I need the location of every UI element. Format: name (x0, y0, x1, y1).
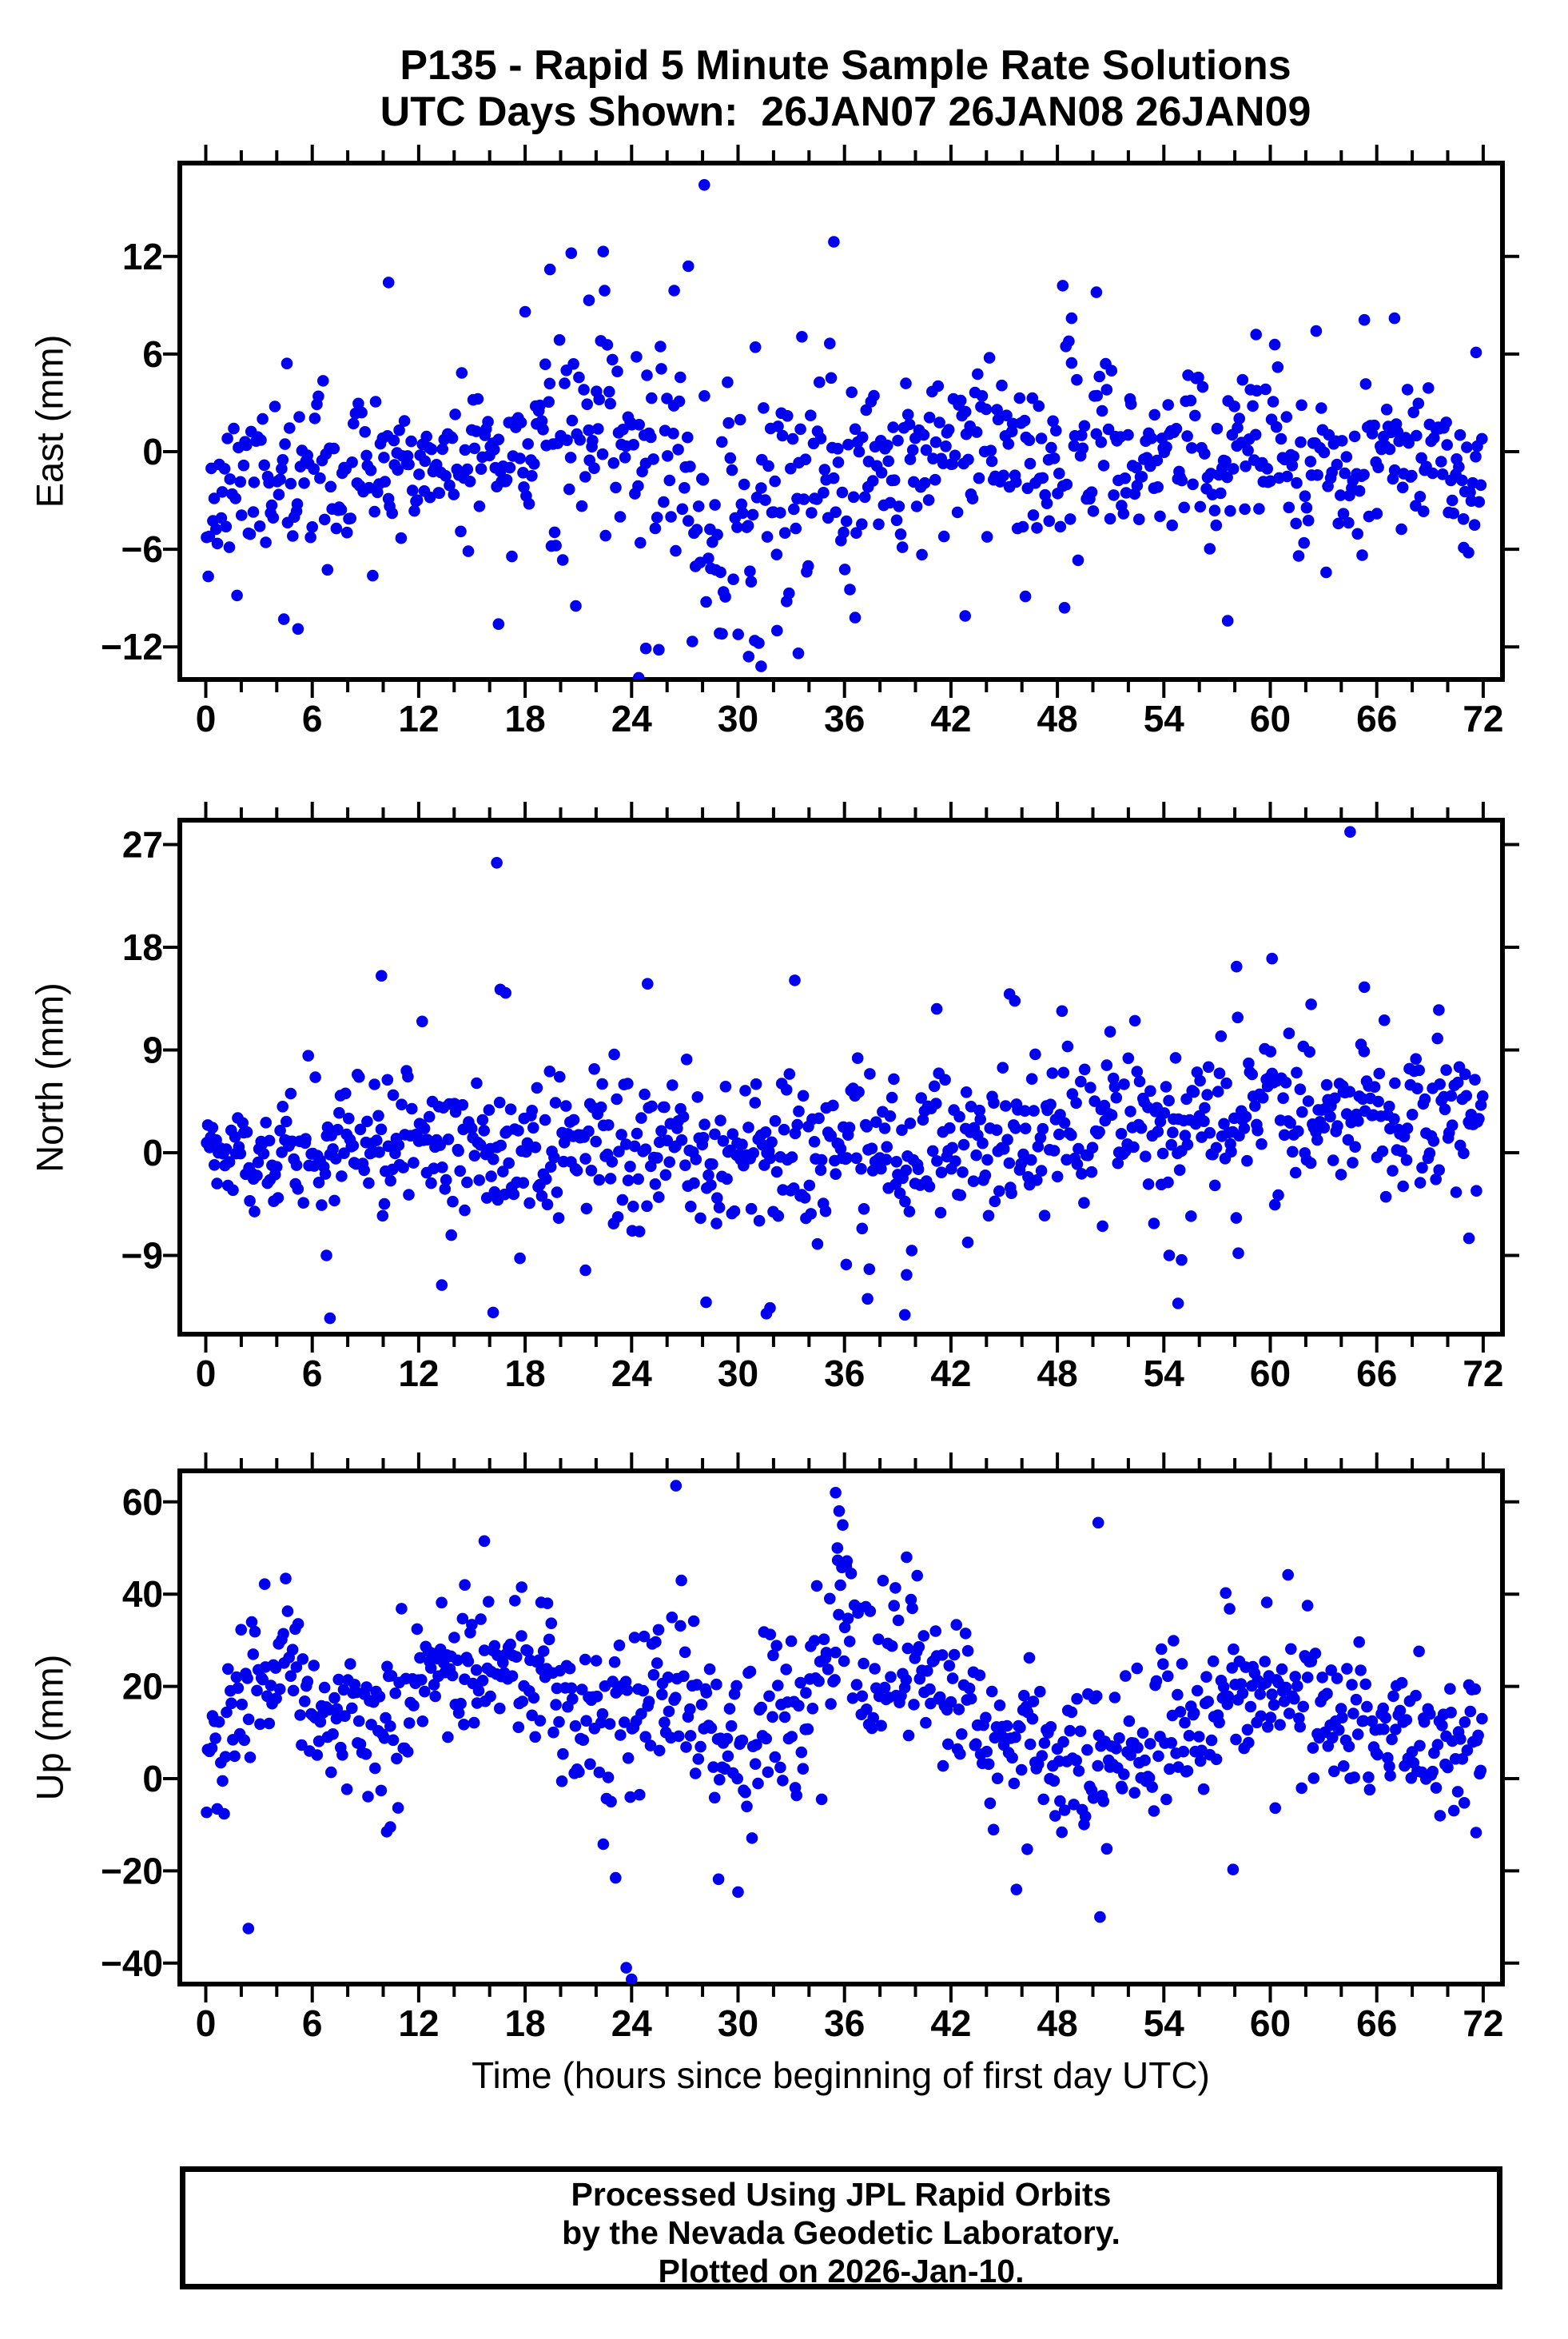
svg-text:24: 24 (611, 2002, 653, 2044)
svg-text:42: 42 (930, 2002, 971, 2044)
svg-text:30: 30 (718, 1353, 758, 1394)
svg-text:36: 36 (824, 698, 865, 739)
svg-text:30: 30 (718, 698, 758, 739)
svg-text:−40: −40 (101, 1943, 163, 1984)
svg-text:54: 54 (1144, 2002, 1185, 2044)
svg-text:0: 0 (142, 1758, 163, 1799)
up-axis-label: Up (mm) (28, 1654, 71, 1801)
svg-text:6: 6 (302, 698, 323, 739)
svg-text:48: 48 (1037, 1353, 1078, 1394)
svg-text:42: 42 (930, 698, 971, 739)
svg-text:18: 18 (505, 1353, 546, 1394)
svg-text:6: 6 (302, 2002, 323, 2044)
svg-text:48: 48 (1037, 698, 1078, 739)
svg-text:−20: −20 (101, 1850, 163, 1891)
svg-text:72: 72 (1463, 698, 1503, 739)
footer-line-3: Plotted on 2026-Jan-10. (658, 2253, 1025, 2289)
svg-text:27: 27 (122, 823, 163, 865)
svg-text:−9: −9 (121, 1235, 163, 1277)
svg-text:30: 30 (718, 2002, 758, 2044)
footer-line-1: Processed Using JPL Rapid Orbits (571, 2176, 1112, 2213)
svg-text:12: 12 (398, 698, 439, 739)
svg-text:40: 40 (122, 1573, 163, 1615)
svg-text:60: 60 (1250, 698, 1291, 739)
page-title: P135 - Rapid 5 Minute Sample Rate Soluti… (400, 42, 1291, 89)
svg-text:0: 0 (142, 431, 163, 472)
svg-text:6: 6 (142, 333, 163, 375)
svg-text:−12: −12 (101, 626, 163, 667)
svg-text:72: 72 (1463, 1353, 1503, 1394)
svg-text:36: 36 (824, 2002, 865, 2044)
svg-text:18: 18 (505, 698, 546, 739)
page-subtitle: UTC Days Shown: 26JAN07 26JAN08 26JAN09 (380, 89, 1311, 135)
svg-text:54: 54 (1144, 698, 1185, 739)
svg-text:42: 42 (930, 1353, 971, 1394)
svg-text:60: 60 (1250, 1353, 1291, 1394)
svg-text:66: 66 (1356, 1353, 1397, 1394)
svg-text:0: 0 (196, 698, 217, 739)
svg-text:54: 54 (1144, 1353, 1185, 1394)
svg-text:60: 60 (1250, 2002, 1291, 2044)
footer-box: Processed Using JPL Rapid Orbits by the … (180, 2166, 1502, 2289)
svg-text:66: 66 (1356, 698, 1397, 739)
svg-text:20: 20 (122, 1666, 163, 1707)
time-axis-label: Time (hours since beginning of first day… (472, 2054, 1210, 2096)
east-axis-label: East (mm) (28, 334, 71, 508)
svg-text:60: 60 (122, 1481, 163, 1523)
north-axis-label: North (mm) (28, 982, 71, 1173)
svg-text:0: 0 (142, 1132, 163, 1173)
svg-text:24: 24 (611, 1353, 653, 1394)
svg-text:18: 18 (122, 926, 163, 968)
footer-line-2: by the Nevada Geodetic Laboratory. (562, 2214, 1120, 2251)
svg-text:0: 0 (196, 2002, 217, 2044)
svg-text:0: 0 (196, 1353, 217, 1394)
svg-text:72: 72 (1463, 2002, 1503, 2044)
svg-text:12: 12 (398, 1353, 439, 1394)
svg-text:36: 36 (824, 1353, 865, 1394)
svg-text:12: 12 (398, 2002, 439, 2044)
svg-text:48: 48 (1037, 2002, 1078, 2044)
svg-text:12: 12 (122, 236, 163, 277)
svg-text:6: 6 (302, 1353, 323, 1394)
svg-text:18: 18 (505, 2002, 546, 2044)
svg-text:66: 66 (1356, 2002, 1397, 2044)
svg-text:24: 24 (611, 698, 653, 739)
svg-text:9: 9 (142, 1029, 163, 1070)
svg-text:−6: −6 (121, 528, 163, 570)
